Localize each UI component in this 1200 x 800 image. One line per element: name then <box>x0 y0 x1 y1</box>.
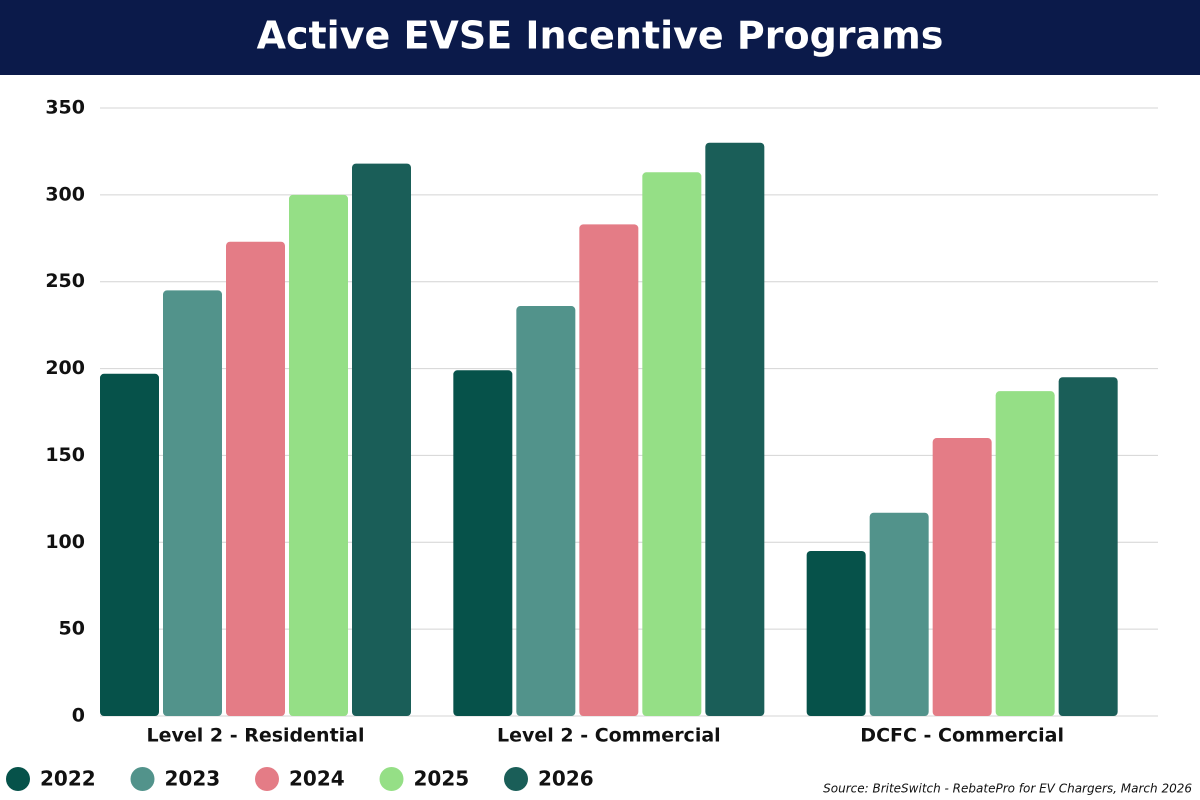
bar <box>869 512 929 716</box>
title-bar <box>0 0 1200 75</box>
y-tick-label: 250 <box>45 270 85 292</box>
bar <box>995 391 1055 716</box>
bar <box>1058 377 1118 716</box>
chart-title: Active EVSE Incentive Programs <box>257 14 944 58</box>
y-tick-label: 100 <box>45 531 85 553</box>
y-tick-label: 300 <box>45 183 85 205</box>
bar <box>516 306 576 716</box>
bar <box>579 224 639 717</box>
bar <box>642 172 702 716</box>
bar <box>806 550 866 716</box>
bar <box>705 142 765 716</box>
x-tick-label: Level 2 - Commercial <box>497 725 721 747</box>
bar <box>289 194 348 716</box>
legend-marker <box>504 767 528 791</box>
bar <box>163 290 222 716</box>
bar <box>226 241 285 716</box>
y-tick-label: 200 <box>45 357 85 379</box>
y-tick-label: 0 <box>72 705 85 727</box>
x-tick-label: Level 2 - Residential <box>146 725 364 747</box>
source-note: Source: BriteSwitch - RebatePro for EV C… <box>823 782 1192 796</box>
bar <box>932 438 992 716</box>
bar <box>453 370 513 716</box>
bar <box>100 373 159 716</box>
legend-label: 2024 <box>289 767 345 791</box>
y-tick-label: 350 <box>45 97 85 119</box>
legend-marker <box>379 767 404 791</box>
y-tick-label: 150 <box>45 444 85 466</box>
legend-label: 2025 <box>414 767 470 791</box>
legend-marker <box>130 767 155 791</box>
legend-marker <box>6 767 30 791</box>
x-tick-label: DCFC - Commercial <box>860 725 1064 747</box>
y-tick-label: 50 <box>59 618 85 640</box>
legend-label: 2023 <box>165 767 221 791</box>
legend-marker <box>255 767 279 791</box>
legend-label: 2022 <box>40 767 96 791</box>
legend-label: 2026 <box>538 767 594 791</box>
bar <box>352 163 411 717</box>
